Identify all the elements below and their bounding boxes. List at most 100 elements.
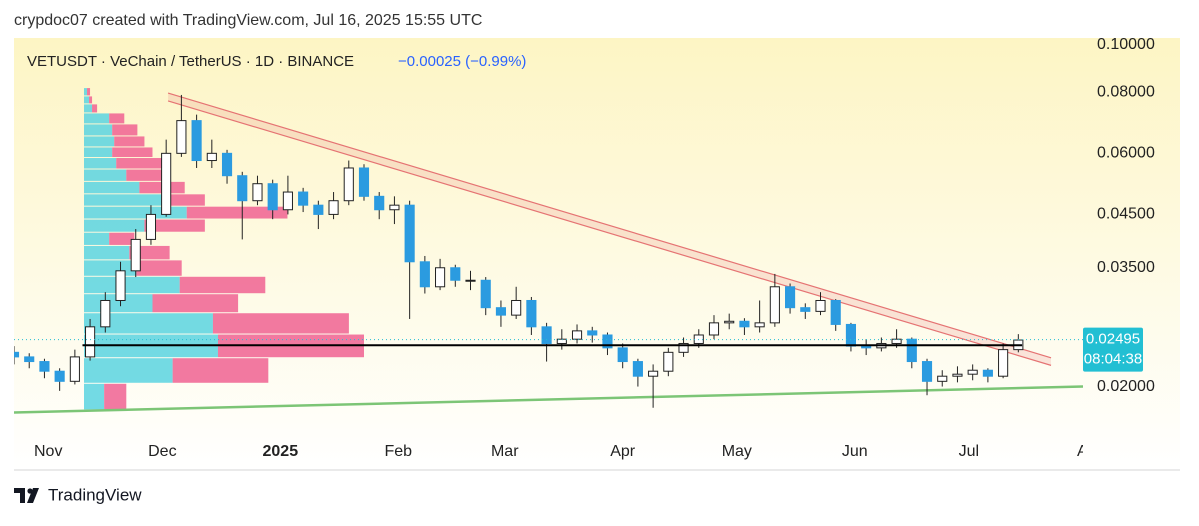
candle-body — [115, 270, 126, 301]
candle-body — [937, 375, 948, 382]
volume-down — [212, 313, 349, 334]
candle-body — [602, 334, 613, 349]
axes: 0.02000 0.03500 0.04500 0.06000 0.08000 0.100… — [34, 36, 1155, 460]
candle-body — [845, 323, 857, 347]
candle-body — [480, 279, 491, 309]
volume-up — [84, 158, 117, 169]
volume-down — [112, 124, 138, 136]
candle-body — [435, 267, 446, 288]
candle-body — [419, 261, 430, 288]
candle-body — [85, 326, 96, 358]
candle-body — [587, 330, 598, 336]
y-tick-label: 0.02000 — [1097, 378, 1155, 395]
candle-body — [998, 349, 1009, 377]
candle-body — [678, 342, 689, 353]
volume-down — [186, 206, 288, 219]
tradingview-logo — [14, 488, 39, 503]
candle-body — [374, 195, 385, 211]
volume-up — [84, 219, 145, 232]
candle-body — [769, 286, 780, 324]
volume-down — [89, 96, 93, 104]
candle-body — [632, 361, 643, 377]
volume-down — [116, 158, 162, 169]
support-line — [14, 385, 1083, 414]
last-price-box — [1083, 327, 1143, 372]
volume-down — [126, 169, 162, 181]
countdown-label: 08:04:38 — [1084, 351, 1142, 368]
volume-up — [84, 113, 110, 124]
volume-up — [84, 358, 173, 383]
candle-body — [39, 361, 50, 372]
volume-up — [84, 169, 127, 181]
volume-down — [112, 147, 153, 158]
candle-body — [815, 299, 826, 312]
candle-body — [526, 299, 537, 328]
y-tick-label: 0.06000 — [1097, 145, 1155, 162]
candle-body — [708, 322, 720, 336]
volume-up — [84, 383, 105, 410]
candle-body — [267, 183, 278, 211]
candle-body — [24, 356, 35, 363]
candle-body — [298, 191, 309, 206]
volume-down — [164, 194, 205, 206]
candle-body — [130, 238, 141, 272]
x-tick-label: 2025 — [263, 443, 299, 460]
volume-down — [172, 358, 269, 383]
candle-body — [100, 299, 111, 328]
candle-body — [176, 120, 187, 154]
candle-body — [617, 347, 628, 363]
resistance-line — [167, 100, 1052, 366]
volume-down — [109, 113, 125, 124]
candle-body — [648, 370, 659, 377]
candle-body — [54, 370, 65, 382]
candle-body — [754, 322, 765, 328]
candle-body — [952, 373, 963, 377]
volume-up — [84, 96, 90, 104]
volume-down — [87, 88, 91, 96]
candle-body — [282, 191, 293, 211]
price-change: −0.00025 (−0.99%) — [398, 53, 526, 70]
x-tick-label: Au — [1077, 443, 1097, 460]
candle-body — [191, 120, 202, 162]
volume-down — [179, 276, 266, 294]
y-tick-label: 0.04500 — [1097, 206, 1155, 223]
volume-up — [84, 245, 130, 260]
candle-body — [967, 369, 978, 375]
volume-up — [84, 260, 137, 276]
y-tick-label: 0.08000 — [1097, 83, 1155, 100]
candle-body — [495, 307, 507, 316]
candle-body — [739, 320, 750, 328]
volume-up — [84, 181, 140, 194]
volume-down — [109, 232, 135, 245]
volume-down — [114, 136, 145, 147]
candle-body — [663, 351, 674, 372]
x-tick-label: Feb — [384, 443, 412, 460]
candle-body — [252, 183, 263, 202]
candle-body — [404, 204, 415, 263]
candle-body — [724, 320, 735, 324]
candle-body — [830, 299, 841, 325]
candle-body — [556, 338, 567, 344]
candle-body — [861, 345, 872, 349]
y-tick-label: 0.10000 — [1097, 36, 1155, 53]
candle-body — [313, 204, 324, 215]
candle-body — [69, 356, 80, 382]
volume-up — [84, 104, 93, 113]
volume-down — [152, 294, 239, 313]
volume-up — [84, 124, 113, 136]
y-tick-label: 0.03500 — [1097, 259, 1155, 276]
candle-body — [145, 213, 157, 240]
candle-body — [982, 369, 993, 377]
candle-body — [450, 267, 461, 281]
candle-body — [465, 279, 476, 282]
candle-body — [161, 152, 172, 215]
logo-shape — [14, 488, 25, 503]
candle-body — [343, 167, 354, 202]
candle-body — [906, 338, 917, 363]
candle-body — [328, 200, 339, 215]
volume-up — [84, 136, 115, 147]
volume-down — [144, 219, 205, 232]
volume-up — [84, 206, 187, 219]
x-tick-label: Mar — [491, 443, 519, 460]
